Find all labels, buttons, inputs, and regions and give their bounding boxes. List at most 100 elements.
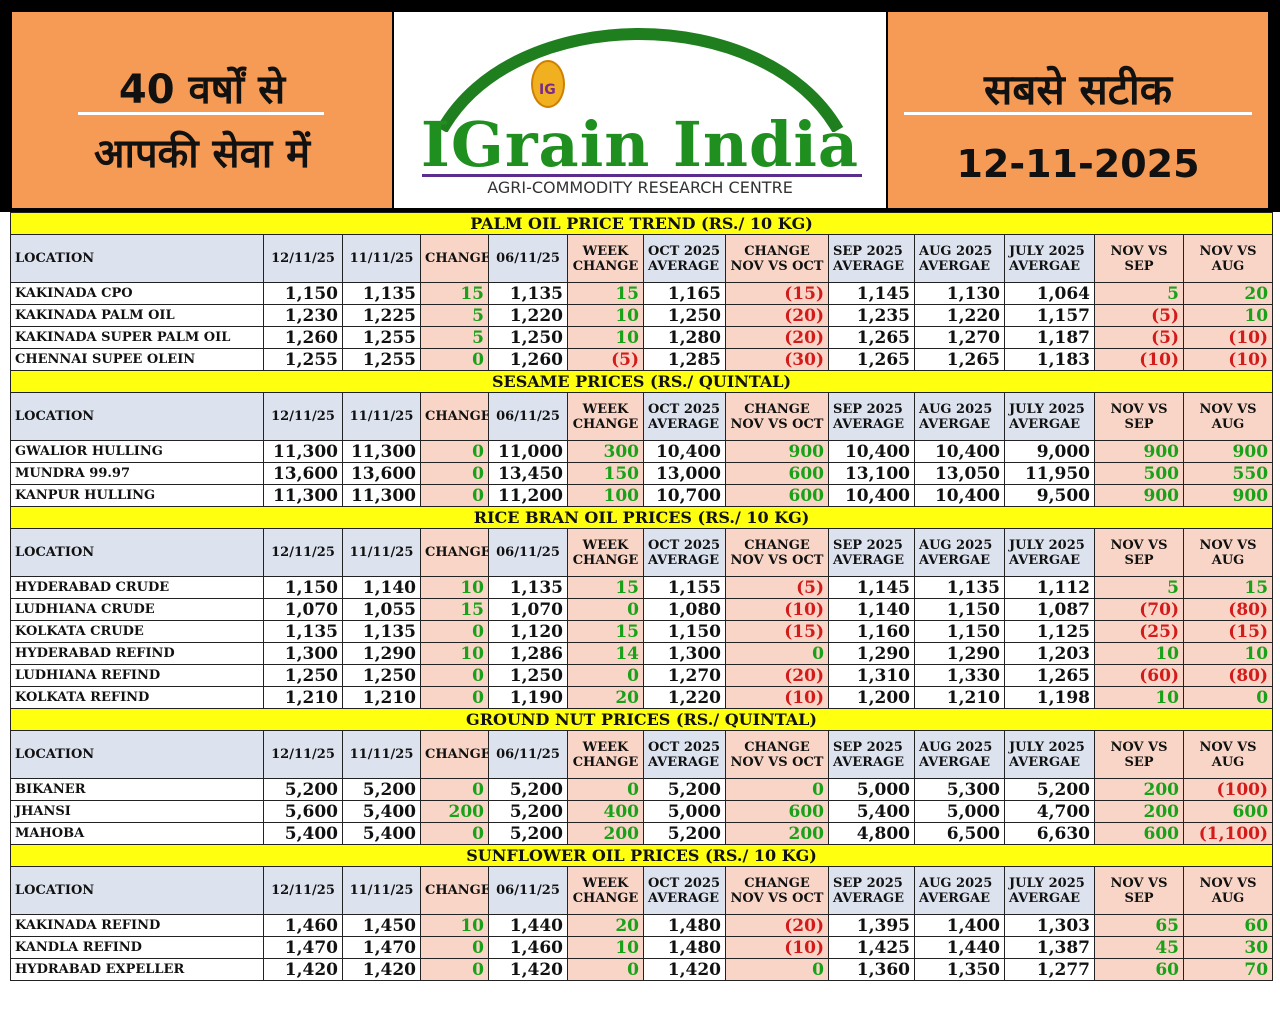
column-header: JULY 2025 AVERGAE [1004,528,1095,577]
value-cell: 300 [567,440,644,463]
value-cell: 1,210 [263,686,343,709]
value-cell: 900 [1182,440,1274,463]
price-tables: PALM OIL PRICE TREND (RS./ 10 KG) LOCATIO… [9,212,1274,1014]
value-cell: 1,135 [488,576,568,599]
table-row: CHENNAI SUPEE OLEIN 1,255 1,255 0 1,260 (5) 1,… [10,348,1274,371]
value-cell: 1,460 [263,914,343,937]
column-header: CHANGE [420,730,489,779]
tagline-panel: 40 वर्षों से आपकी सेवा में [12,12,392,208]
value-cell: 1,200 [828,686,915,709]
value-cell: 11,300 [263,484,343,507]
value-cell: 1,360 [828,958,915,981]
value-cell: 1,220 [488,304,568,327]
value-cell: 5,200 [342,778,421,801]
table-row: MUNDRA 99.97 13,600 13,600 0 13,450 150 13,000… [10,462,1274,485]
value-cell: 30 [1182,936,1274,959]
value-cell: 1,160 [828,620,915,643]
value-cell: (70) [1094,598,1184,621]
value-cell: 900 [725,440,829,463]
location-cell: BIKANER [10,778,264,801]
column-header: CHANGE NOV VS OCT [725,392,829,441]
value-cell: 1,425 [828,936,915,959]
value-cell: 400 [567,800,644,823]
value-cell: 1,440 [914,936,1005,959]
value-cell: 150 [567,462,644,485]
location-cell: HYDERABAD CRUDE [10,576,264,599]
value-cell: 1,280 [643,326,726,349]
date-divider [904,112,1252,115]
value-cell: 600 [725,800,829,823]
column-header: WEEK CHANGE [567,730,644,779]
value-cell: 5,400 [828,800,915,823]
value-cell: 0 [725,958,829,981]
value-cell: 1,145 [828,576,915,599]
value-cell: 1,198 [1004,686,1095,709]
value-cell: 5 [1094,576,1184,599]
value-cell: 65 [1094,914,1184,937]
column-header: CHANGE NOV VS OCT [725,528,829,577]
value-cell: 900 [1182,484,1274,507]
column-header: SEP 2025 AVERAGE [828,234,915,283]
value-cell: 1,235 [828,304,915,327]
column-header-row: LOCATION 12/11/25 11/11/25 CHANGE 06/11/25 WE… [10,234,1274,283]
column-header: LOCATION [10,392,264,441]
value-cell: 1,190 [488,686,568,709]
tagline-divider [78,112,324,115]
value-cell: (25) [1094,620,1184,643]
value-cell: 1,125 [1004,620,1095,643]
value-cell: 1,064 [1004,282,1095,305]
column-header: CHANGE [420,234,489,283]
column-header: JULY 2025 AVERGAE [1004,866,1095,915]
table-row: KANDLA REFIND 1,470 1,470 0 1,460 10 1,480 (10)… [10,936,1274,959]
table-row: LUDHIANA REFIND 1,250 1,250 0 1,250 0 1,270 (20… [10,664,1274,687]
location-cell: GWALIOR HULLING [10,440,264,463]
value-cell: 1,260 [263,326,343,349]
value-cell: 1,150 [643,620,726,643]
value-cell: 1,210 [914,686,1005,709]
value-cell: 20 [1182,282,1274,305]
value-cell: (10) [1182,348,1274,371]
value-cell: (5) [1094,304,1184,327]
value-cell: 1,203 [1004,642,1095,665]
column-header: WEEK CHANGE [567,234,644,283]
value-cell: 14 [567,642,644,665]
column-header: CHANGE [420,866,489,915]
column-header: NOV VS AUG [1182,234,1274,283]
value-cell: 1,135 [342,620,421,643]
price-table: PALM OIL PRICE TREND (RS./ 10 KG) LOCATIO… [9,212,1274,981]
column-header-row: LOCATION 12/11/25 11/11/25 CHANGE 06/11/25 WE… [10,866,1274,915]
value-cell: (10) [1094,348,1184,371]
value-cell: 10 [420,642,489,665]
value-cell: 5,400 [342,822,421,845]
section-title-row: GROUND NUT PRICES (RS./ QUINTAL) [9,708,1274,731]
column-header: NOV VS SEP [1094,730,1184,779]
value-cell: 1,310 [828,664,915,687]
value-cell: 45 [1094,936,1184,959]
value-cell: 1,157 [1004,304,1095,327]
value-cell: 100 [567,484,644,507]
value-cell: 1,130 [914,282,1005,305]
column-header: CHANGE [420,528,489,577]
value-cell: 600 [1182,800,1274,823]
value-cell: (10) [1182,326,1274,349]
value-cell: 5,000 [828,778,915,801]
value-cell: 1,286 [488,642,568,665]
value-cell: 60 [1094,958,1184,981]
value-cell: 0 [420,778,489,801]
value-cell: 0 [567,598,644,621]
column-header: 12/11/25 [263,234,343,283]
value-cell: 11,950 [1004,462,1095,485]
value-cell: 1,290 [914,642,1005,665]
value-cell: 10,400 [643,440,726,463]
location-cell: JHANSI [10,800,264,823]
value-cell: 1,300 [263,642,343,665]
value-cell: 1,150 [263,282,343,305]
value-cell: 11,300 [263,440,343,463]
value-cell: 500 [1094,462,1184,485]
value-cell: 4,700 [1004,800,1095,823]
column-header: JULY 2025 AVERGAE [1004,730,1095,779]
value-cell: (10) [725,598,829,621]
column-header: JULY 2025 AVERGAE [1004,234,1095,283]
column-header: SEP 2025 AVERAGE [828,392,915,441]
value-cell: 9,500 [1004,484,1095,507]
